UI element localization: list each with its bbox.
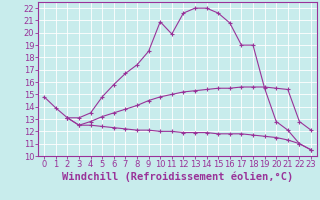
X-axis label: Windchill (Refroidissement éolien,°C): Windchill (Refroidissement éolien,°C)	[62, 172, 293, 182]
